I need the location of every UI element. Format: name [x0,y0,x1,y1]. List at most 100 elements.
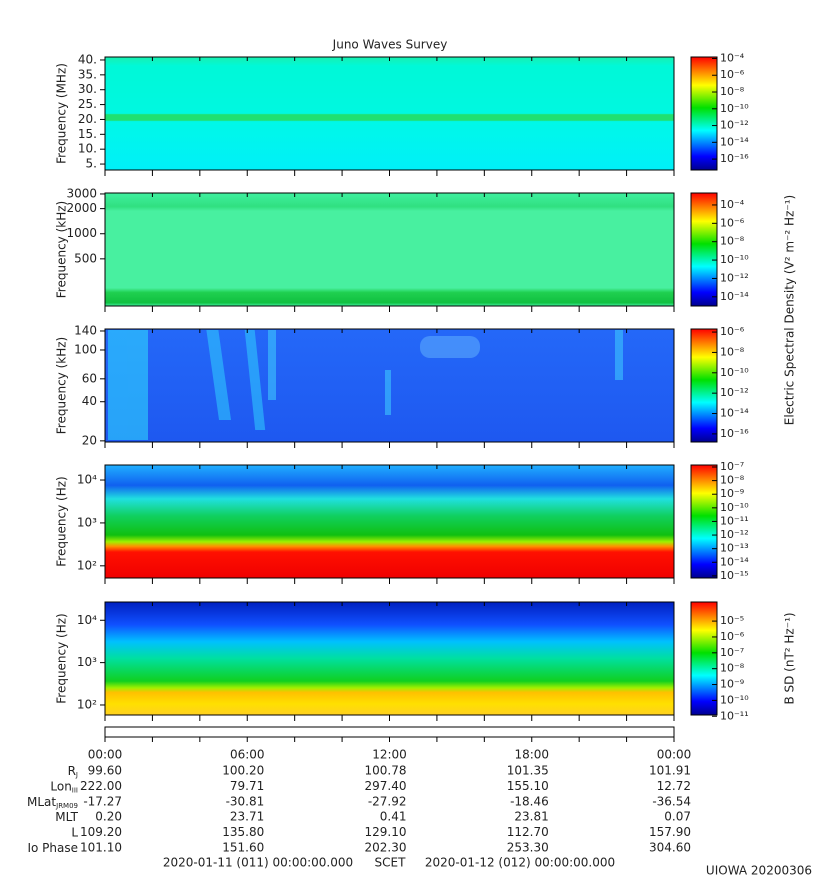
colorbar-tick-label: 10⁻⁷ [720,646,744,659]
ephemeris-label: MLatJRM09 [27,794,78,810]
ephemeris-value: -17.27 [83,794,122,808]
ephemeris-value: 23.81 [514,810,548,824]
ephemeris-label: Io Phase [27,841,78,855]
colorbar-tick-label: 10⁻¹³ [720,542,749,555]
y-tick-label: 10⁴ [77,613,97,627]
ephemeris-value: 129.10 [365,825,407,839]
time-label: 00:00 [657,748,692,762]
ephemeris-value: 157.90 [649,825,691,839]
ephemeris-value: 109.20 [80,825,122,839]
y-tick-label: 10. [78,142,97,156]
y-tick-label: 15. [78,127,97,141]
colorbar-label: B SD (nT² Hz⁻¹) [783,612,797,704]
ephemeris-label-subscript: JRM09 [55,802,78,810]
ephemeris-value: 297.40 [365,779,407,793]
ephemeris-label-subscript: J [75,771,78,779]
colorbar-tick-label: 10⁻¹⁰ [720,366,749,379]
ephemeris-value: 101.35 [507,764,549,778]
colorbar-tick-label: 10⁻¹² [720,119,749,132]
ephemeris-label-text: MLat [27,794,56,808]
ephemeris-value: 99.60 [88,764,122,778]
time-label: 18:00 [514,748,549,762]
y-tick-label: 10² [77,697,97,711]
streaks [108,330,623,440]
y-tick-label: 60 [82,371,97,385]
footer-credit: UIOWA 20200306 [706,864,812,878]
colorbar-tick-label: 10⁻⁹ [720,678,744,691]
y-tick-label: 5. [86,157,97,171]
y-tick-label: 20. [78,112,97,126]
y-axis-label: Frequency (kHz) [55,201,69,298]
spectrogram [105,465,674,578]
y-axis-label: Frequency (Hz) [55,613,69,704]
ephemeris-value: 23.71 [230,810,264,824]
ephemeris-value: 202.30 [365,841,407,855]
time-axis-frame [104,726,675,738]
colorbar-tick-label: 10⁻¹⁴ [720,407,749,420]
y-tick-label: 1000 [66,226,97,240]
time-label: 12:00 [372,748,407,762]
colorbar [690,56,718,171]
title: Juno Waves Survey [332,38,448,52]
colorbar-tick-label: 10⁻¹² [720,271,749,284]
spectrogram [105,193,674,306]
footer-scet: SCET [375,856,407,870]
colorbar-tick-label: 10⁻¹⁴ [720,135,749,148]
ephemeris-value: 101.91 [649,764,691,778]
y-tick-label: 25. [78,97,97,111]
colorbar-tick-label: 10⁻⁸ [720,345,745,358]
colorbar-tick-label: 10⁻⁶ [720,325,745,338]
ephemeris-value: 112.70 [507,825,549,839]
ephemeris-value: 12.72 [657,779,691,793]
ephemeris-value: -30.81 [226,794,265,808]
ephemeris-value: -27.92 [368,794,407,808]
y-tick-label: 30. [78,82,97,96]
ephemeris-label: MLT [55,810,78,824]
ephemeris-value: 79.71 [230,779,264,793]
y-axis-label: Frequency (kHz) [55,337,69,434]
ephemeris-label: L [71,825,78,839]
colorbar-tick-label: 10⁻¹⁵ [720,569,749,582]
ephemeris-value: 0.41 [380,810,407,824]
ephemeris-label-text: R [68,764,76,778]
time-label: 00:00 [88,748,123,762]
colorbar-tick-label: 10⁻¹⁰ [720,102,749,115]
colorbar-tick-label: 10⁻⁸ [720,235,745,248]
emission [108,330,148,440]
ephemeris-label-subscript: III [72,786,78,794]
ephemeris-label: RJ [68,764,78,780]
colorbar-tick-label: 10⁻¹⁰ [720,253,749,266]
colorbar [690,328,718,443]
colorbar-tick-label: 10⁻¹⁰ [720,693,749,706]
colorbar-tick-label: 10⁻¹¹ [720,514,749,527]
y-axis-label: Frequency (Hz) [55,476,69,567]
ephemeris-value: 253.30 [507,841,549,855]
y-tick-label: 40. [78,52,97,66]
spectrogram [105,602,674,715]
ephemeris-value: 304.60 [649,841,691,855]
ephemeris-value: 0.20 [95,810,122,824]
colorbar-tick-label: 10⁻⁶ [720,216,745,229]
y-tick-label: 10² [77,558,97,572]
colorbar-tick-label: 10⁻¹⁶ [720,427,749,440]
colorbar-tick-label: 10⁻⁷ [720,460,744,473]
y-tick-label: 140 [74,323,97,337]
colorbar [690,601,718,716]
y-tick-label: 3000 [66,186,97,200]
emission [206,330,232,420]
ephemeris-label: LonIII [50,779,78,795]
colorbar-tick-label: 10⁻¹⁰ [720,501,749,514]
colorbar-tick-label: 10⁻⁸ [720,85,745,98]
colorbar-tick-label: 10⁻¹² [720,528,749,541]
y-tick-label: 40 [82,394,97,408]
ephemeris-value: 0.07 [664,810,691,824]
colorbar [690,192,718,307]
colorbar-tick-label: 10⁻¹² [720,386,749,399]
colorbar-tick-label: 10⁻¹⁴ [720,290,749,303]
ephemeris-value: 151.60 [222,841,264,855]
colorbar-tick-label: 10⁻¹⁶ [720,152,749,165]
ephemeris-label-text: Io Phase [27,841,78,855]
y-tick-label: 10³ [77,655,97,669]
colorbar-tick-label: 10⁻⁹ [720,487,744,500]
